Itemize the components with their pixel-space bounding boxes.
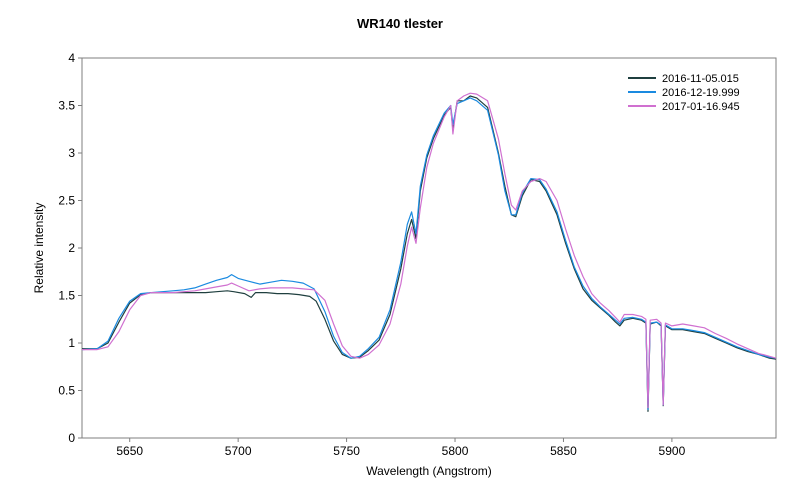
x-tick-label: 5800 bbox=[442, 444, 469, 458]
x-tick-label: 5850 bbox=[550, 444, 577, 458]
x-tick-label: 5900 bbox=[659, 444, 686, 458]
y-tick-label: 0.5 bbox=[58, 384, 75, 398]
x-tick-label: 5750 bbox=[333, 444, 360, 458]
y-tick-label: 3.5 bbox=[58, 99, 75, 113]
y-tick-label: 0 bbox=[68, 431, 75, 445]
y-tick-label: 4 bbox=[68, 51, 75, 65]
series-line-2 bbox=[82, 92, 777, 409]
axes-layer: 5650 5700 5750 5800 5850 5900 0 0.5 1 1.5 2 2.5 3 3.5… bbox=[58, 51, 685, 458]
legend-label-series-1: 2016-12-19.999 bbox=[662, 87, 740, 99]
y-axis-title: Relative intensity bbox=[32, 203, 46, 294]
x-axis-title: Wavelength (Angstrom) bbox=[366, 464, 492, 478]
y-tick-label: 1 bbox=[68, 336, 75, 350]
chart-title: WR140 tlester bbox=[357, 16, 443, 31]
y-tick-label: 1.5 bbox=[58, 289, 75, 303]
y-tick-label: 2.5 bbox=[58, 194, 75, 208]
legend-label-series-0: 2016-11-05.015 bbox=[662, 73, 739, 85]
series-line-1 bbox=[81, 97, 777, 411]
y-tick-label: 3 bbox=[68, 146, 75, 160]
legend-label-series-2: 2017-01-16.945 bbox=[662, 101, 740, 113]
plot-area bbox=[81, 57, 777, 439]
y-tick-label: 2 bbox=[68, 241, 75, 255]
series-layer bbox=[81, 92, 777, 412]
x-tick-label: 5700 bbox=[225, 444, 252, 458]
legend: 2016-11-05.015 2016-12-19.999 2017-01-16… bbox=[628, 73, 740, 113]
x-tick-label: 5650 bbox=[116, 444, 143, 458]
